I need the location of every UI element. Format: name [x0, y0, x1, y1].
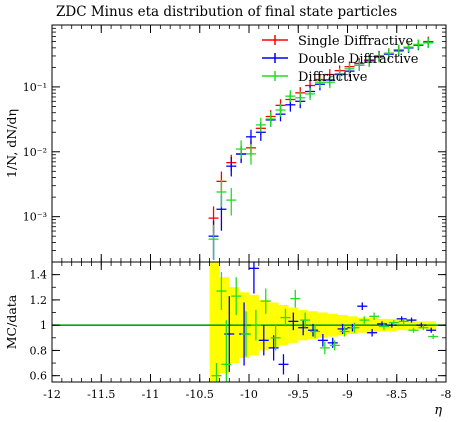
- ratio-y-axis-label: MC/data: [4, 294, 19, 349]
- x-tick-label: -10.5: [186, 388, 214, 401]
- x-tick-label: -10: [240, 388, 258, 401]
- legend-label: Diffractive: [298, 70, 368, 85]
- x-axis-label: η: [434, 403, 442, 418]
- x-tick-label: -8: [441, 388, 452, 401]
- ratio-y-tick-label: 1.4: [30, 269, 48, 282]
- x-tick-label: -12: [43, 388, 61, 401]
- x-tick-label: -8.5: [386, 388, 407, 401]
- chart-title: ZDC Minus eta distribution of final stat…: [56, 4, 398, 20]
- ratio-y-tick-label: 1: [40, 319, 47, 332]
- ratio-y-tick-label: 0.6: [30, 370, 48, 383]
- y-tick-label: 10⁻³: [23, 211, 47, 224]
- ratio-y-tick-label: 0.8: [30, 344, 48, 357]
- ratio-y-tick-label: 1.2: [30, 294, 48, 307]
- ratio-band-segment: [209, 262, 220, 382]
- x-tick-label: -11: [142, 388, 160, 401]
- x-tick-label: -9.5: [288, 388, 309, 401]
- x-tick-label: -9: [342, 388, 353, 401]
- y-tick-label: 10⁻¹: [23, 81, 47, 94]
- x-tick-label: -11.5: [87, 388, 115, 401]
- legend-label: Single Diffractive: [298, 34, 414, 49]
- main-y-axis-label: 1/N, dN/dη: [4, 109, 19, 178]
- y-tick-label: 10⁻²: [23, 146, 47, 159]
- legend-label: Double Diffractive: [298, 52, 419, 67]
